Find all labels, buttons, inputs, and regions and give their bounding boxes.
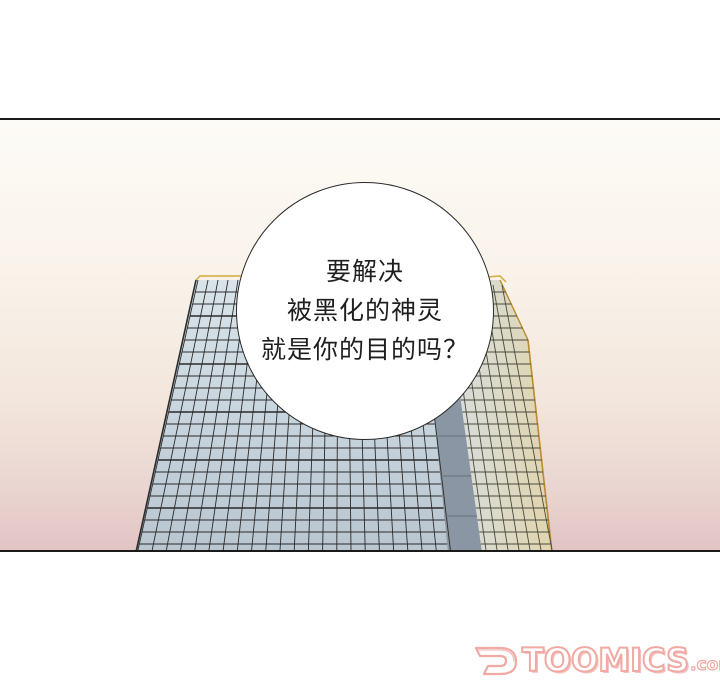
speech-line-1: 要解决	[325, 256, 404, 286]
mullion-line	[180, 279, 229, 550]
watermark-suffix: .com	[690, 654, 720, 675]
speech-bubble: 要解决 被黑化的神灵 就是你的目的吗？	[236, 182, 494, 440]
watermark-brand: TOOMICS	[521, 640, 690, 680]
comic-panel: 要解决 被黑化的神灵 就是你的目的吗？	[0, 118, 720, 552]
toomics-logo-icon	[470, 640, 522, 680]
speech-bubble-text: 要解决 被黑化的神灵 就是你的目的吗？	[261, 255, 469, 366]
building-step-edge	[499, 279, 529, 341]
speech-line-2: 被黑化的神灵	[286, 295, 443, 325]
toomics-watermark: TOOMICS .com	[470, 640, 720, 680]
building-right-edge	[527, 339, 553, 550]
mullion-line	[492, 284, 542, 550]
mullion-line	[137, 279, 199, 550]
speech-line-3: 就是你的目的吗？	[260, 334, 469, 364]
building-left-edge	[135, 279, 197, 550]
mullion-line	[165, 279, 219, 550]
mullion-line	[501, 284, 553, 550]
mullion-line	[151, 279, 209, 550]
mullion-line	[194, 279, 239, 550]
